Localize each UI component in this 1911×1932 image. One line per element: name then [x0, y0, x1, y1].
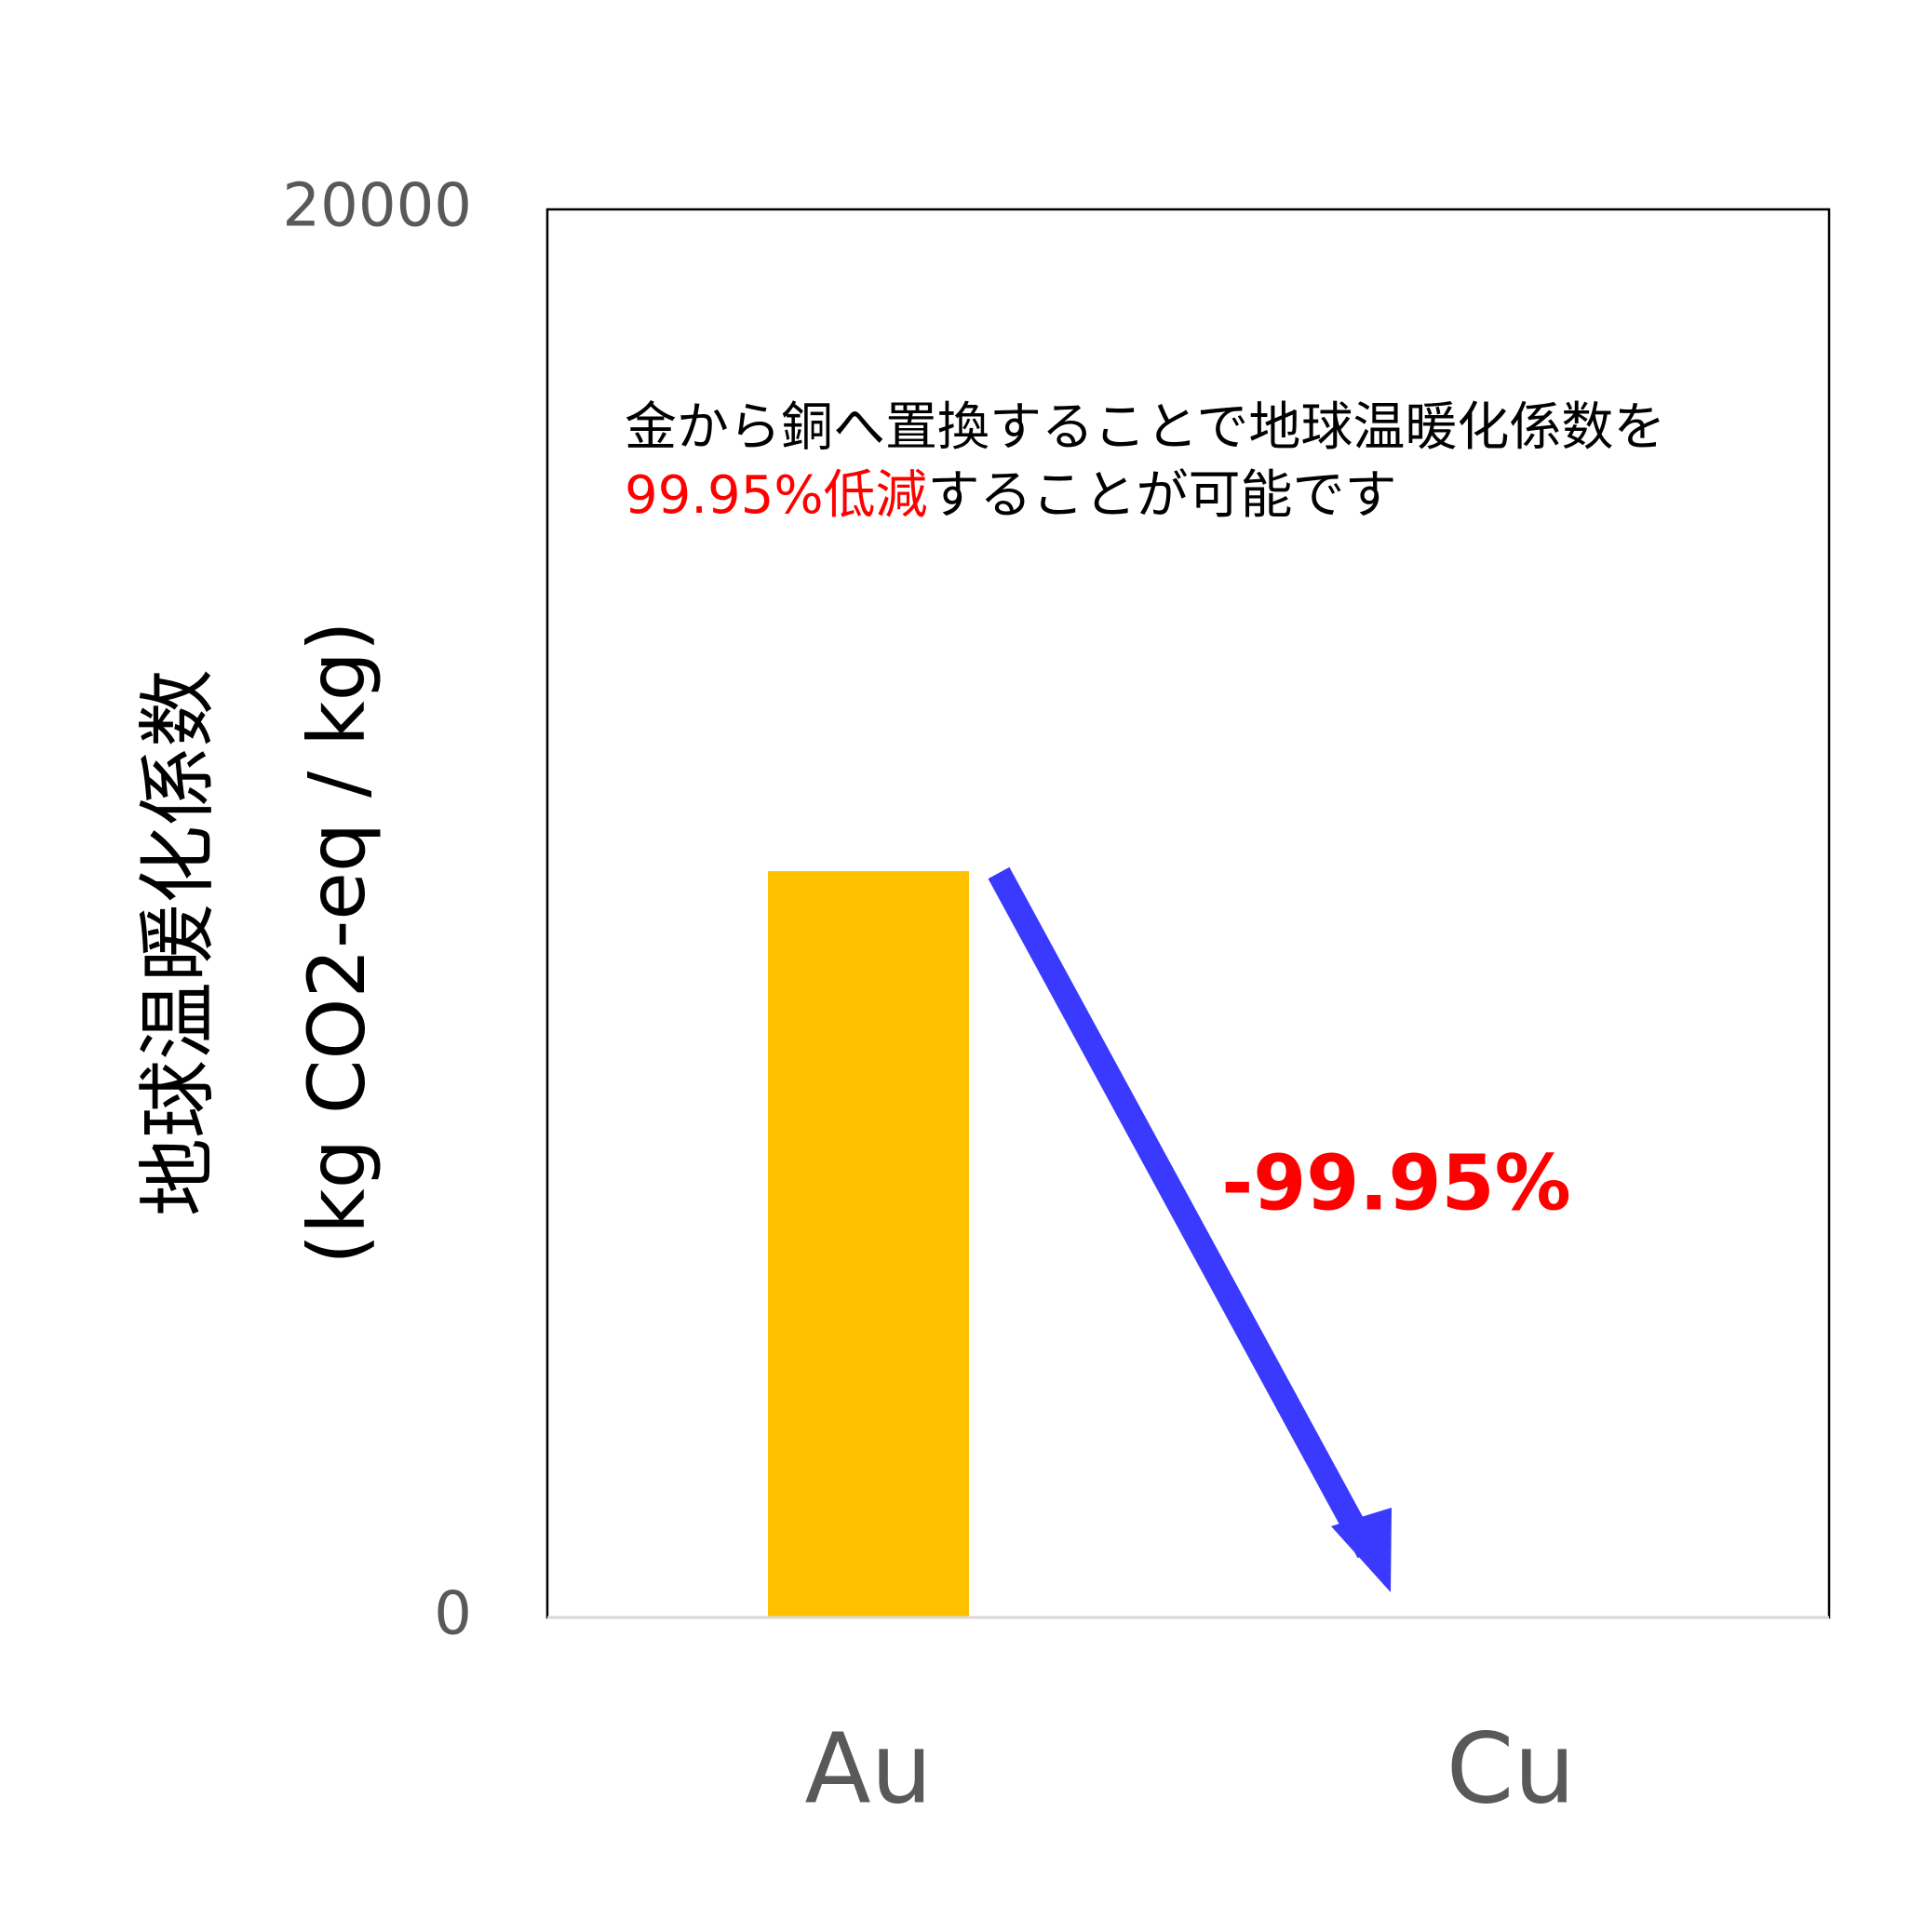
arrow-head [1331, 1508, 1392, 1592]
y-tick-label: 0 [434, 1580, 472, 1649]
annotation: することが可能です [928, 465, 1397, 526]
x-tick-label: Cu [1447, 1711, 1576, 1825]
x-tick-label: Au [804, 1711, 932, 1825]
y-axis-label: 地球温暖化係数 [132, 669, 223, 1216]
y-label-group: 地球温暖化係数 [132, 669, 223, 1216]
arrow-shaft [988, 866, 1379, 1559]
bar [768, 871, 969, 1617]
y-label-group: (kg CO2-eq / kg) [291, 621, 383, 1264]
y-axis-label: (kg CO2-eq / kg) [291, 621, 383, 1264]
y-tick-label: 20000 [282, 172, 472, 241]
annotation: 99.95%低減することが可能です [625, 465, 1397, 526]
annotation-highlight: 99.95%低減 [625, 465, 928, 526]
arrow-label: -99.95% [1221, 1139, 1571, 1228]
annotation: 金から銅へ置換することで地球温暖化係数を [625, 397, 1665, 458]
